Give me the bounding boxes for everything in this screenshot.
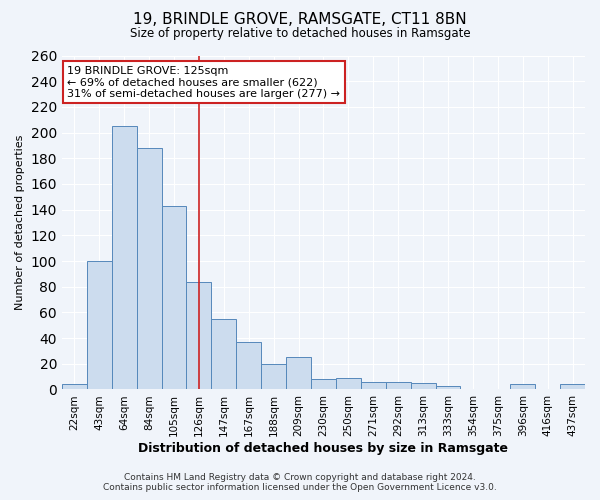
Bar [311, 379, 336, 390]
Bar [87, 261, 112, 390]
Bar [261, 364, 286, 390]
Text: Contains HM Land Registry data © Crown copyright and database right 2024.
Contai: Contains HM Land Registry data © Crown c… [103, 473, 497, 492]
Bar [62, 384, 87, 390]
Text: 19, BRINDLE GROVE, RAMSGATE, CT11 8BN: 19, BRINDLE GROVE, RAMSGATE, CT11 8BN [133, 12, 467, 28]
Text: 19 BRINDLE GROVE: 125sqm
← 69% of detached houses are smaller (622)
31% of semi-: 19 BRINDLE GROVE: 125sqm ← 69% of detach… [67, 66, 340, 98]
Bar [410, 383, 436, 390]
Bar [137, 148, 161, 390]
Bar [211, 319, 236, 390]
Bar [187, 282, 211, 390]
X-axis label: Distribution of detached houses by size in Ramsgate: Distribution of detached houses by size … [139, 442, 508, 455]
Y-axis label: Number of detached properties: Number of detached properties [15, 135, 25, 310]
Bar [560, 384, 585, 390]
Bar [112, 126, 137, 390]
Text: Size of property relative to detached houses in Ramsgate: Size of property relative to detached ho… [130, 28, 470, 40]
Bar [361, 382, 386, 390]
Bar [336, 378, 361, 390]
Bar [436, 386, 460, 390]
Bar [236, 342, 261, 390]
Bar [386, 382, 410, 390]
Bar [510, 384, 535, 390]
Bar [161, 206, 187, 390]
Bar [286, 358, 311, 390]
